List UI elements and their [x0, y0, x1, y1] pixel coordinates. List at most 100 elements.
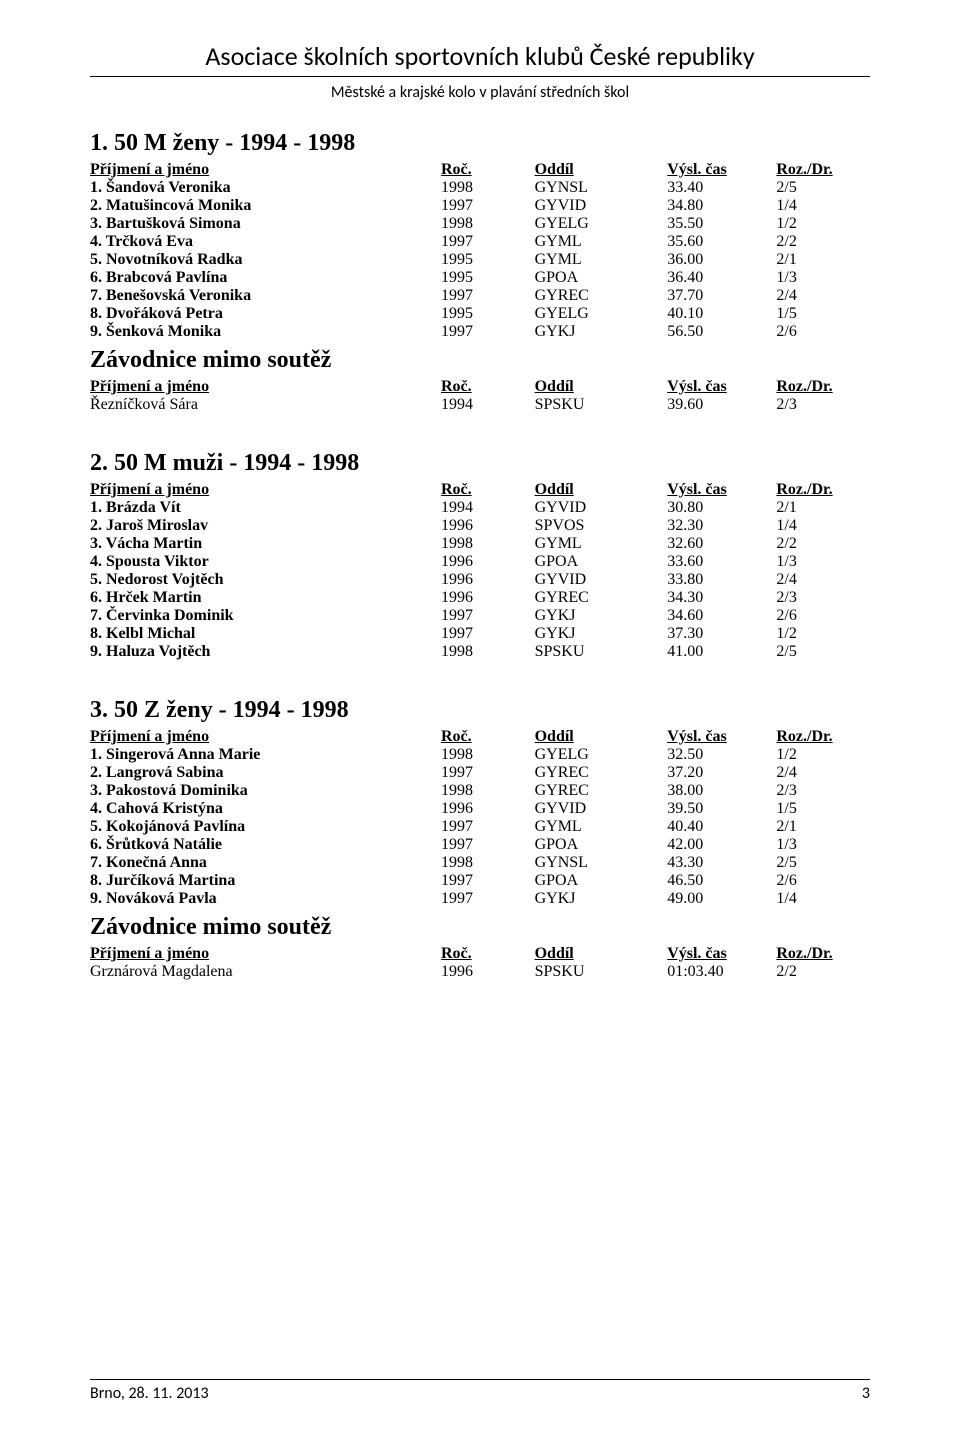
table-row: 4. Trčková Eva1997GYML35.602/2: [90, 233, 870, 251]
cell-club: SPSKU: [535, 643, 668, 661]
table-row: 6. Brabcová Pavlína1995GPOA36.401/3: [90, 269, 870, 287]
cell-name: 9. Šenková Monika: [90, 323, 441, 341]
cell-year: 1998: [441, 215, 535, 233]
col-header-lane: Roz./Dr.: [776, 945, 870, 963]
page-footer: Brno, 28. 11. 2013 3: [90, 1379, 870, 1403]
footer-date: Brno, 28. 11. 2013: [90, 1384, 209, 1403]
cell-year: 1997: [441, 625, 535, 643]
cell-lane: 2/2: [776, 535, 870, 553]
cell-name: 1. Singerová Anna Marie: [90, 746, 441, 764]
cell-lane: 1/4: [776, 197, 870, 215]
cell-time: 39.60: [667, 396, 776, 414]
table-row: 1. Šandová Veronika1998GYNSL33.402/5: [90, 179, 870, 197]
cell-name: Řezníčková Sára: [90, 396, 441, 414]
cell-name: 5. Novotníková Radka: [90, 251, 441, 269]
col-header-club: Oddíl: [535, 945, 668, 963]
col-header-time: Výsl. čas: [667, 378, 776, 396]
cell-lane: 2/4: [776, 764, 870, 782]
subtitle: Městské a krajské kolo v plavání střední…: [90, 83, 870, 102]
cell-name: 2. Matušincová Monika: [90, 197, 441, 215]
cell-time: 32.50: [667, 746, 776, 764]
cell-year: 1997: [441, 764, 535, 782]
table-row: 5. Nedorost Vojtěch1996GYVID33.802/4: [90, 571, 870, 589]
cell-time: 56.50: [667, 323, 776, 341]
cell-time: 41.00: [667, 643, 776, 661]
cell-club: GYML: [535, 233, 668, 251]
results-table: Příjmení a jménoRoč.OddílVýsl. časRoz./D…: [90, 161, 870, 341]
cell-lane: 2/2: [776, 963, 870, 981]
cell-time: 33.80: [667, 571, 776, 589]
cell-lane: 2/3: [776, 589, 870, 607]
cell-lane: 1/2: [776, 215, 870, 233]
cell-time: 37.30: [667, 625, 776, 643]
table-row: 7. Červinka Dominik1997GYKJ34.602/6: [90, 607, 870, 625]
cell-name: 1. Šandová Veronika: [90, 179, 441, 197]
cell-time: 46.50: [667, 872, 776, 890]
table-row: 7. Benešovská Veronika1997GYREC37.702/4: [90, 287, 870, 305]
cell-time: 35.60: [667, 233, 776, 251]
cell-year: 1997: [441, 197, 535, 215]
cell-club: GYREC: [535, 782, 668, 800]
col-header-year: Roč.: [441, 945, 535, 963]
cell-name: 7. Červinka Dominik: [90, 607, 441, 625]
cell-year: 1997: [441, 890, 535, 908]
table-row: Grznárová Magdalena1996SPSKU01:03.402/2: [90, 963, 870, 981]
cell-lane: 1/5: [776, 305, 870, 323]
col-header-time: Výsl. čas: [667, 728, 776, 746]
cell-lane: 2/1: [776, 499, 870, 517]
col-header-club: Oddíl: [535, 481, 668, 499]
result-section: 2. 50 M muži - 1994 - 1998Příjmení a jmé…: [90, 450, 870, 661]
section-title: 2. 50 M muži - 1994 - 1998: [90, 450, 870, 477]
cell-lane: 1/2: [776, 746, 870, 764]
cell-time: 36.00: [667, 251, 776, 269]
cell-lane: 2/3: [776, 782, 870, 800]
cell-lane: 2/6: [776, 323, 870, 341]
cell-name: 3. Bartušková Simona: [90, 215, 441, 233]
col-header-year: Roč.: [441, 728, 535, 746]
cell-club: GYVID: [535, 499, 668, 517]
col-header-year: Roč.: [441, 378, 535, 396]
cell-year: 1997: [441, 836, 535, 854]
table-row: 5. Novotníková Radka1995GYML36.002/1: [90, 251, 870, 269]
cell-year: 1997: [441, 323, 535, 341]
cell-year: 1996: [441, 517, 535, 535]
cell-club: GYML: [535, 818, 668, 836]
table-row: 7. Konečná Anna1998GYNSL43.302/5: [90, 854, 870, 872]
cell-name: 9. Nováková Pavla: [90, 890, 441, 908]
cell-name: 2. Jaroš Miroslav: [90, 517, 441, 535]
table-row: Řezníčková Sára1994SPSKU39.602/3: [90, 396, 870, 414]
cell-time: 42.00: [667, 836, 776, 854]
cell-lane: 1/3: [776, 553, 870, 571]
cell-lane: 1/4: [776, 517, 870, 535]
cell-name: 3. Pakostová Dominika: [90, 782, 441, 800]
cell-year: 1995: [441, 305, 535, 323]
table-row: 8. Jurčíková Martina1997GPOA46.502/6: [90, 872, 870, 890]
col-header-lane: Roz./Dr.: [776, 481, 870, 499]
extra-results-table: Příjmení a jménoRoč.OddílVýsl. časRoz./D…: [90, 378, 870, 414]
table-row: 9. Nováková Pavla1997GYKJ49.001/4: [90, 890, 870, 908]
cell-club: GYREC: [535, 287, 668, 305]
cell-time: 35.50: [667, 215, 776, 233]
cell-name: 6. Brabcová Pavlína: [90, 269, 441, 287]
cell-year: 1994: [441, 499, 535, 517]
cell-name: 8. Kelbl Michal: [90, 625, 441, 643]
table-row: 2. Matušincová Monika1997GYVID34.801/4: [90, 197, 870, 215]
footer-page-number: 3: [862, 1384, 870, 1403]
result-section: 3. 50 Z ženy - 1994 - 1998Příjmení a jmé…: [90, 697, 870, 981]
col-header-name: Příjmení a jméno: [90, 378, 441, 396]
cell-club: GYKJ: [535, 607, 668, 625]
cell-club: GYELG: [535, 305, 668, 323]
cell-club: GYELG: [535, 746, 668, 764]
cell-year: 1995: [441, 251, 535, 269]
cell-year: 1997: [441, 872, 535, 890]
cell-year: 1998: [441, 179, 535, 197]
extra-section-title: Závodnice mimo soutěž: [90, 914, 870, 941]
table-row: 6. Hrček Martin1996GYREC34.302/3: [90, 589, 870, 607]
cell-lane: 2/1: [776, 818, 870, 836]
cell-club: GPOA: [535, 836, 668, 854]
cell-lane: 2/4: [776, 571, 870, 589]
cell-club: GYVID: [535, 800, 668, 818]
cell-name: Grznárová Magdalena: [90, 963, 441, 981]
cell-club: GYVID: [535, 197, 668, 215]
results-table: Příjmení a jménoRoč.OddílVýsl. časRoz./D…: [90, 728, 870, 908]
